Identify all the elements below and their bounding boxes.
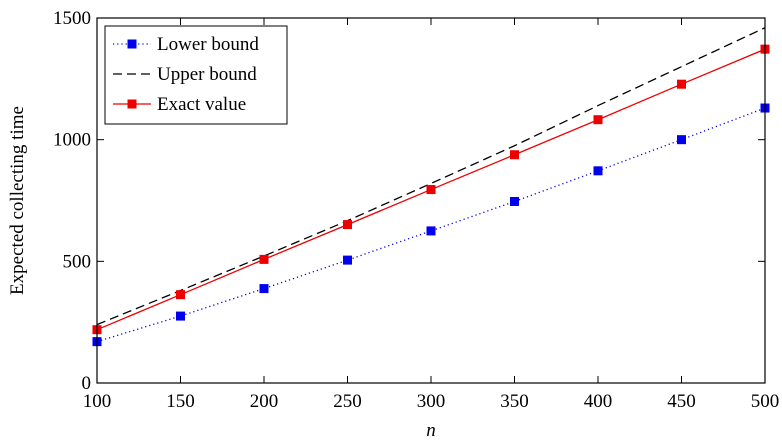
- legend-marker: [127, 39, 137, 49]
- data-point: [176, 290, 185, 300]
- data-point: [426, 185, 436, 195]
- data-point: [259, 284, 269, 294]
- data-point: [426, 226, 436, 236]
- x-tick-label: 400: [584, 391, 613, 412]
- axis-ticks: 100 150 200 250 300 350 400 450 500 0 500 1000 1500: [53, 8, 779, 412]
- data-point: [510, 196, 519, 206]
- x-tick-label: 500: [751, 391, 780, 412]
- data-point: [343, 220, 352, 230]
- data-point: [343, 255, 352, 265]
- data-point: [176, 311, 185, 321]
- y-tick-label: 0: [82, 373, 92, 394]
- x-tick-label: 150: [166, 391, 195, 412]
- data-point: [510, 150, 519, 160]
- x-tick-label: 450: [667, 391, 696, 412]
- y-tick-label: 500: [63, 251, 92, 272]
- legend-label: Exact value: [157, 94, 246, 115]
- legend-label: Upper bound: [157, 64, 257, 85]
- x-tick-label: 300: [417, 391, 446, 412]
- x-axis-title: n: [426, 420, 436, 441]
- legend-marker: [127, 99, 137, 109]
- legend-entry: Upper bound: [113, 64, 257, 85]
- legend-label: Lower bound: [157, 34, 259, 55]
- series-line: [96, 107, 766, 343]
- data-point: [593, 115, 603, 125]
- legend-entry: Lower bound: [113, 34, 259, 55]
- y-axis-title: Expected collecting time: [7, 106, 28, 295]
- x-tick-label: 350: [500, 391, 529, 412]
- data-point: [677, 79, 686, 89]
- x-tick-label: 100: [83, 391, 112, 412]
- data-point: [677, 135, 686, 145]
- data-point: [593, 166, 603, 176]
- series-line: [96, 27, 766, 326]
- x-tick-label: 200: [250, 391, 279, 412]
- y-tick-label: 1000: [53, 130, 91, 151]
- y-tick-label: 1500: [53, 8, 91, 29]
- legend-entry: Exact value: [113, 94, 246, 115]
- x-tick-label: 250: [333, 391, 362, 412]
- legend: Lower bound Upper bound Exact value: [104, 25, 288, 125]
- data-point: [259, 254, 269, 264]
